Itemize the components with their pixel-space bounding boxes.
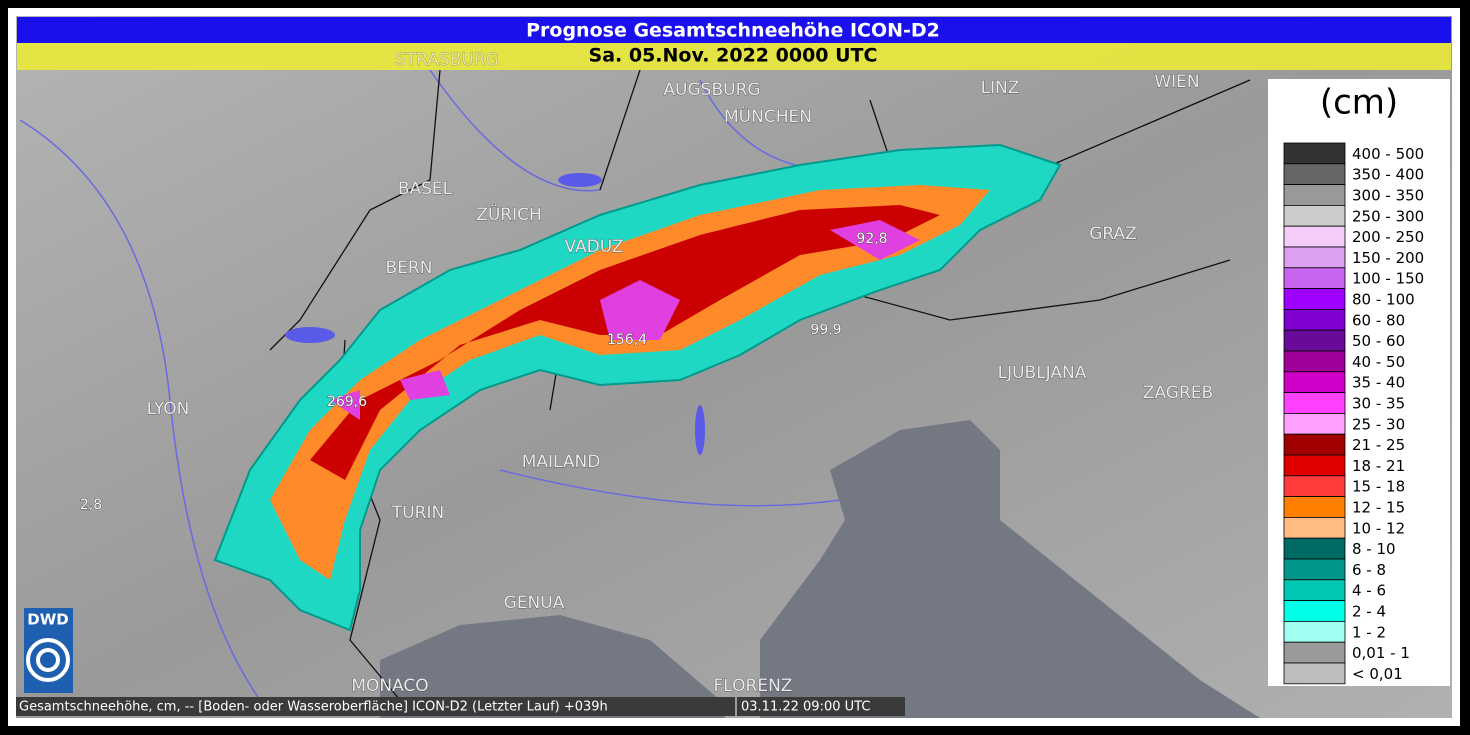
- city-label: LJUBLJANA: [998, 363, 1087, 383]
- legend-label: 50 - 60: [1352, 332, 1405, 350]
- legend-swatch: [1283, 288, 1346, 310]
- legend-label: < 0,01: [1352, 665, 1403, 683]
- legend-swatch: [1283, 184, 1346, 206]
- logo-swirl: [26, 638, 70, 682]
- legend-swatch: [1283, 662, 1346, 685]
- legend-label: 200 - 250: [1352, 228, 1424, 246]
- legend-label: 15 - 18: [1352, 478, 1405, 496]
- logo-text: DWD: [27, 611, 68, 629]
- legend-label: 400 - 500: [1352, 145, 1424, 163]
- city-label: WIEN: [1154, 72, 1199, 92]
- point-value: 156,4: [607, 332, 647, 348]
- legend-label: 6 - 8: [1352, 561, 1386, 579]
- legend-swatch: [1283, 537, 1346, 560]
- legend-swatch: [1283, 517, 1346, 539]
- city-label: FLORENZ: [714, 676, 793, 696]
- legend-label: 8 - 10: [1352, 540, 1396, 558]
- lake: [695, 405, 705, 455]
- footer-bar: [16, 697, 905, 716]
- legend-swatch: [1283, 225, 1346, 248]
- subtitle-bar: [17, 43, 1451, 70]
- legend-swatch: [1283, 579, 1346, 601]
- legend-label: 25 - 30: [1352, 415, 1405, 433]
- legend-label: 18 - 21: [1352, 457, 1405, 475]
- legend-label: 100 - 150: [1352, 270, 1424, 288]
- city-label: VADUZ: [564, 237, 623, 257]
- city-label: ZÜRICH: [476, 203, 542, 225]
- legend-swatch: [1283, 475, 1346, 497]
- legend-label: 150 - 200: [1352, 249, 1424, 267]
- logo-swirl: [36, 648, 60, 672]
- city-label: BASEL: [398, 179, 453, 199]
- point-value: 269,6: [327, 394, 367, 410]
- city-label: STRASBURG: [395, 50, 499, 70]
- legend-swatch: [1283, 163, 1346, 186]
- lake: [558, 173, 602, 187]
- legend-swatch: [1283, 558, 1346, 581]
- title: Prognose Gesamtschneehöhe ICON-D2: [526, 20, 940, 42]
- legend-label: 350 - 400: [1352, 166, 1424, 184]
- legend-swatch: [1283, 392, 1346, 414]
- legend-label: 1 - 2: [1352, 623, 1386, 641]
- legend-swatch: [1283, 142, 1346, 165]
- legend-swatch: [1283, 329, 1346, 352]
- subtitle: Sa. 05.Nov. 2022 0000 UTC: [589, 45, 878, 67]
- legend-swatch: [1283, 350, 1346, 373]
- legend-label: 12 - 15: [1352, 499, 1405, 517]
- legend-swatch: [1283, 204, 1346, 227]
- map-background: [16, 16, 1452, 718]
- city-label: MONACO: [351, 676, 428, 696]
- legend-label: 300 - 350: [1352, 187, 1424, 205]
- city-label: LINZ: [981, 78, 1020, 98]
- legend-label: 250 - 300: [1352, 207, 1424, 225]
- ligurian-sea: [380, 615, 725, 718]
- city-label: MÜNCHEN: [724, 105, 812, 127]
- lake: [285, 327, 335, 343]
- legend-swatch: [1283, 600, 1346, 622]
- legend-label: 21 - 25: [1352, 436, 1405, 454]
- legend-swatch: [1283, 412, 1346, 435]
- city-label: ZAGREB: [1143, 383, 1213, 403]
- city-label: AUGSBURG: [663, 80, 760, 100]
- rivers: [19, 69, 901, 701]
- legend-swatch: [1283, 267, 1346, 289]
- city-label: TURIN: [391, 503, 444, 523]
- legend-label: 60 - 80: [1352, 311, 1405, 329]
- city-label: MAILAND: [522, 452, 601, 472]
- snow-peak: [330, 220, 920, 420]
- legend-swatch: [1283, 371, 1346, 393]
- point-value: 99,9: [810, 322, 841, 338]
- city-label: BERN: [386, 258, 433, 278]
- adriatic-sea: [760, 420, 1260, 718]
- legend-swatch: [1283, 621, 1346, 643]
- legend-swatch: [1283, 246, 1346, 269]
- legend-label: 0,01 - 1: [1352, 644, 1410, 662]
- legend-swatch: [1283, 641, 1346, 664]
- footer-run-time: 03.11.22 09:00 UTC: [741, 700, 870, 715]
- point-value: 2,8: [80, 497, 102, 513]
- legend-label: 40 - 50: [1352, 353, 1405, 371]
- legend-label: 35 - 40: [1352, 374, 1405, 392]
- point-value: 92,8: [856, 231, 887, 247]
- legend-swatch: [1283, 433, 1346, 456]
- footer-description: Gesamtschneehöhe, cm, -- [Boden- oder Wa…: [19, 700, 608, 715]
- legend-label: 4 - 6: [1352, 582, 1386, 600]
- legend-swatch: [1283, 496, 1346, 518]
- legend-label: 30 - 35: [1352, 395, 1405, 413]
- legend-unit: (cm): [1320, 83, 1398, 123]
- title-bar: [17, 17, 1451, 43]
- legend-swatch: [1283, 454, 1346, 477]
- city-label: GRAZ: [1089, 224, 1137, 244]
- legend-swatch: [1283, 308, 1346, 331]
- city-label: LYON: [147, 399, 190, 419]
- legend-label: 2 - 4: [1352, 603, 1386, 621]
- legend-label: 80 - 100: [1352, 291, 1415, 309]
- city-label: GENUA: [504, 593, 565, 613]
- legend-label: 10 - 12: [1352, 519, 1405, 537]
